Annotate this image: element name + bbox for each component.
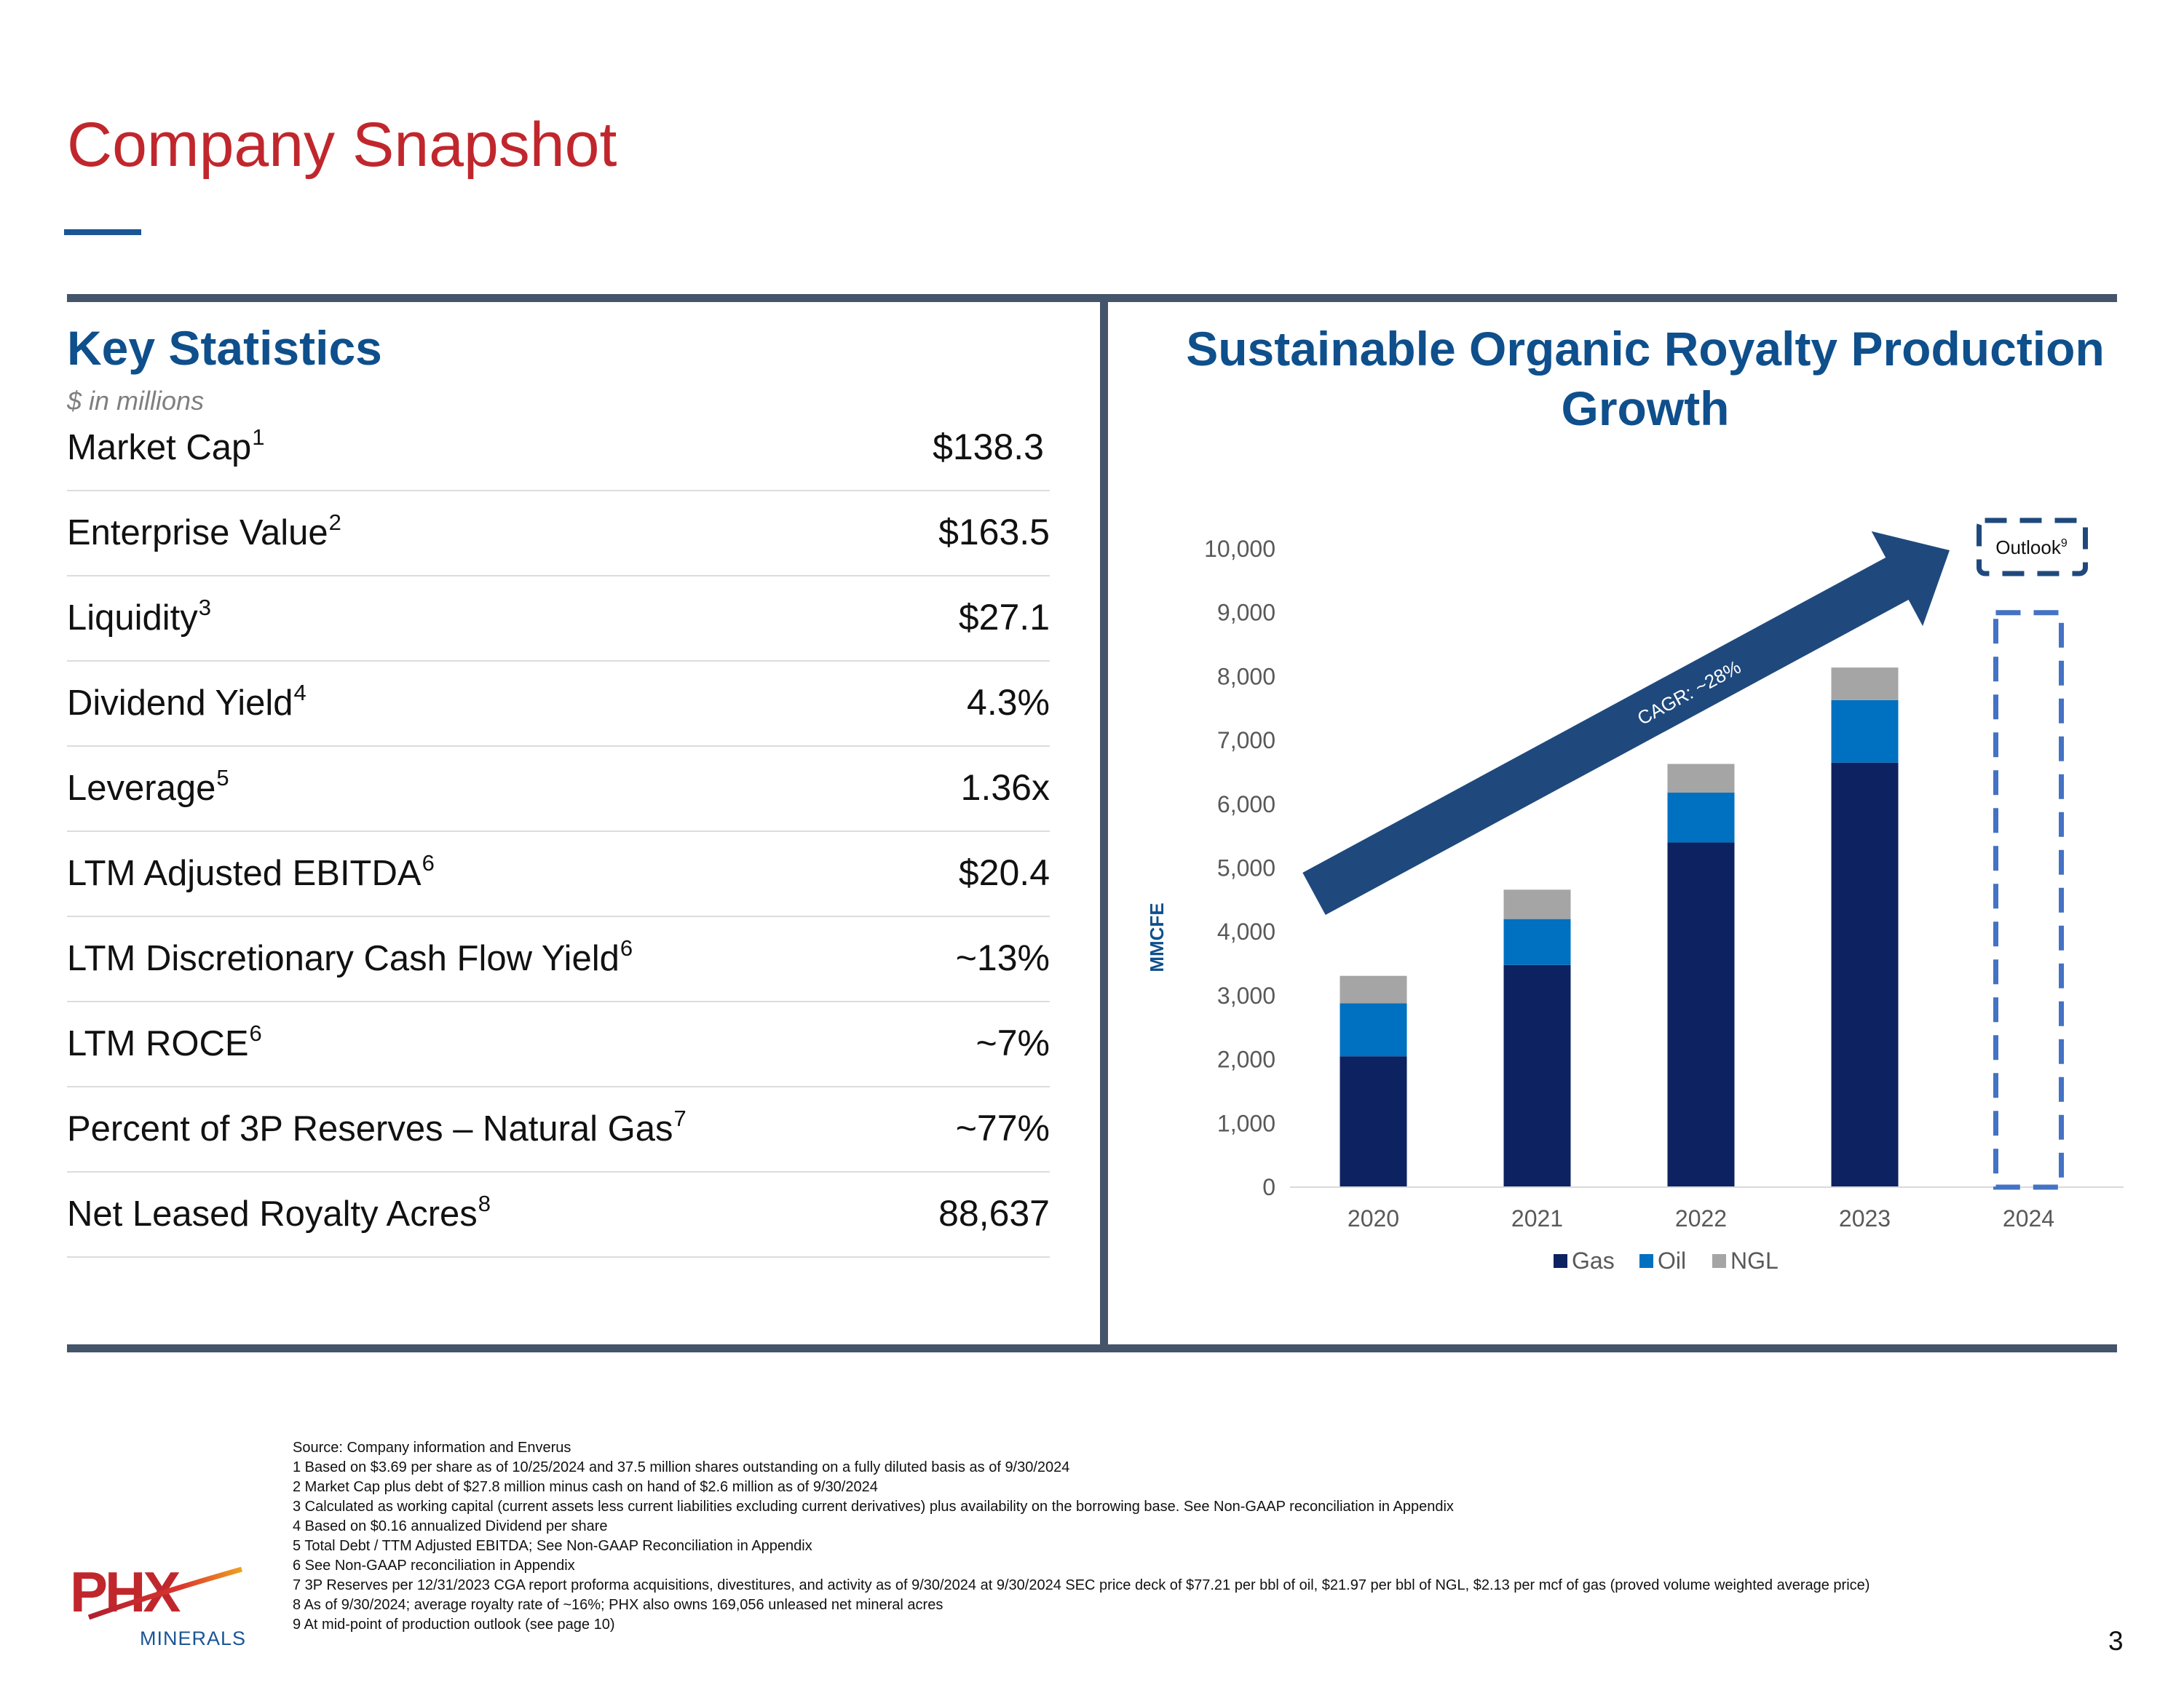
bar-ngl-2022 (1667, 764, 1735, 793)
stat-label: Leverage5 (67, 765, 229, 808)
stat-row: Net Leased Royalty Acres8 88,637 (67, 1171, 1050, 1258)
outlook-sup: 9 (2061, 537, 2068, 550)
stat-label: Enterprise Value2 (67, 510, 341, 552)
bar-gas-2023 (1831, 762, 1899, 1187)
footnote: 1 Based on $3.69 per share as of 10/25/2… (293, 1459, 1070, 1475)
legend-swatch-oil (1639, 1254, 1653, 1268)
bar-oil-2023 (1831, 699, 1899, 763)
footnote: 9 At mid-point of production outlook (se… (293, 1617, 615, 1633)
stat-value: $138.3 (933, 427, 1044, 467)
stat-row: Leverage5 1.36x (67, 745, 1050, 832)
y-tick-label: 5,000 (1217, 855, 1275, 881)
y-axis-label: MMCFE (1146, 903, 1168, 972)
stat-label: Net Leased Royalty Acres8 (67, 1191, 491, 1234)
bar-gas-2022 (1667, 842, 1735, 1187)
bottom-divider (67, 1344, 2117, 1352)
y-tick-label: 4,000 (1217, 919, 1275, 945)
y-tick-label: 3,000 (1217, 983, 1275, 1009)
legend: Gas Oil NGL (1554, 1248, 1779, 1274)
bar-gas-2021 (1503, 964, 1571, 1187)
footnote: 6 See Non-GAAP reconciliation in Appendi… (293, 1558, 575, 1574)
key-statistics-subtitle: $ in millions (67, 386, 205, 416)
stat-value: ~77% (955, 1108, 1050, 1149)
bar-oil-2021 (1503, 919, 1571, 965)
stat-value: ~7% (976, 1023, 1050, 1063)
top-divider (67, 294, 2117, 302)
vertical-divider (1100, 294, 1108, 1352)
outlook-label: Outlook9 (1995, 536, 2068, 558)
stat-row: LTM Discretionary Cash Flow Yield6 ~13% (67, 916, 1050, 1002)
legend-swatch-gas (1554, 1254, 1567, 1268)
legend-label-oil: Oil (1658, 1248, 1686, 1274)
legend-label-ngl: NGL (1730, 1248, 1779, 1274)
x-tick-label: 2022 (1675, 1205, 1727, 1232)
production-chart: 0 1,000 2,000 3,000 4,000 5,000 6,000 7,000 8,00… (1146, 518, 2124, 1274)
bars (1340, 667, 1899, 1187)
y-tick-label: 10,000 (1204, 536, 1275, 562)
stat-label: LTM Discretionary Cash Flow Yield6 (67, 935, 633, 978)
footnote: 5 Total Debt / TTM Adjusted EBITDA; See … (293, 1538, 812, 1554)
stat-value: $27.1 (958, 597, 1050, 638)
stat-value: ~13% (955, 937, 1050, 978)
stat-row: Percent of 3P Reserves – Natural Gas7 ~7… (67, 1086, 1050, 1173)
bar-ngl-2023 (1831, 667, 1899, 700)
page-number: 3 (2108, 1626, 2124, 1656)
stat-value: 4.3% (967, 682, 1050, 723)
stat-value: $163.5 (938, 512, 1050, 552)
title-accent-line (64, 229, 141, 235)
x-axis: 2020 2021 2022 2023 2024 (1290, 1186, 2124, 1232)
page-title: Company Snapshot (67, 110, 617, 180)
y-tick-label: 8,000 (1217, 663, 1275, 689)
footnote: 2 Market Cap plus debt of $27.8 million … (293, 1479, 878, 1495)
stat-row: Market Cap1 $138.3 (67, 405, 1050, 491)
footnote: 8 As of 9/30/2024; average royalty rate … (293, 1597, 943, 1613)
stat-label: Dividend Yield4 (67, 680, 306, 723)
x-tick-label: 2021 (1511, 1205, 1563, 1232)
x-tick-label: 2020 (1348, 1205, 1399, 1232)
stat-value: 1.36x (960, 767, 1050, 808)
logo-subtitle: MINERALS (140, 1627, 247, 1649)
phx-logo: PHX MINERALS (67, 1560, 249, 1660)
y-tick-label: 0 (1262, 1174, 1275, 1200)
key-statistics-title: Key Statistics (67, 321, 382, 375)
stat-label: Market Cap1 (67, 424, 265, 467)
legend-swatch-ngl (1712, 1254, 1726, 1268)
bar-ngl-2021 (1503, 889, 1571, 919)
y-tick-label: 2,000 (1217, 1047, 1275, 1073)
outlook-group: Outlook9 (1977, 518, 2088, 1190)
y-tick-label: 6,000 (1217, 791, 1275, 817)
outlook-label-box (1977, 518, 2088, 576)
outlook-bar (1993, 610, 2064, 1190)
stat-value: $20.4 (958, 852, 1050, 893)
x-tick-label: 2023 (1839, 1205, 1891, 1232)
stat-label: Percent of 3P Reserves – Natural Gas7 (67, 1106, 687, 1149)
y-axis: 0 1,000 2,000 3,000 4,000 5,000 6,000 7,000 8,00… (1146, 536, 1275, 1200)
chart-title: Sustainable Organic Royalty Production G… (1186, 322, 2105, 435)
bar-gas-2020 (1340, 1056, 1407, 1187)
legend-label-gas: Gas (1572, 1248, 1615, 1274)
stat-row: LTM Adjusted EBITDA6 $20.4 (67, 830, 1050, 917)
footnote: 3 Calculated as working capital (current… (293, 1499, 1454, 1515)
stat-row: Liquidity3 $27.1 (67, 575, 1050, 662)
stat-label: Liquidity3 (67, 595, 212, 638)
footnote: 7 3P Reserves per 12/31/2023 CGA report … (293, 1577, 1870, 1593)
stat-label: LTM Adjusted EBITDA6 (67, 850, 435, 893)
y-tick-label: 9,000 (1217, 600, 1275, 626)
stat-row: Enterprise Value2 $163.5 (67, 490, 1050, 576)
bar-ngl-2020 (1340, 975, 1407, 1004)
y-tick-label: 7,000 (1217, 727, 1275, 753)
x-tick-label: 2024 (2003, 1205, 2054, 1232)
stat-row: LTM ROCE6 ~7% (67, 1001, 1050, 1087)
stat-value: 88,637 (938, 1193, 1050, 1234)
stat-row: Dividend Yield4 4.3% (67, 660, 1050, 747)
footnotes: Source: Company information and Enverus … (293, 1438, 2084, 1635)
bar-oil-2020 (1340, 1003, 1407, 1057)
footnote: Source: Company information and Enverus (293, 1440, 571, 1456)
phx-logo-mark: PHX (70, 1560, 242, 1624)
stat-label: LTM ROCE6 (67, 1020, 262, 1063)
cagr-arrow (1302, 531, 1950, 915)
footnote: 4 Based on $0.16 annualized Dividend per… (293, 1518, 608, 1534)
bar-oil-2022 (1667, 793, 1735, 843)
y-tick-label: 1,000 (1217, 1110, 1275, 1136)
